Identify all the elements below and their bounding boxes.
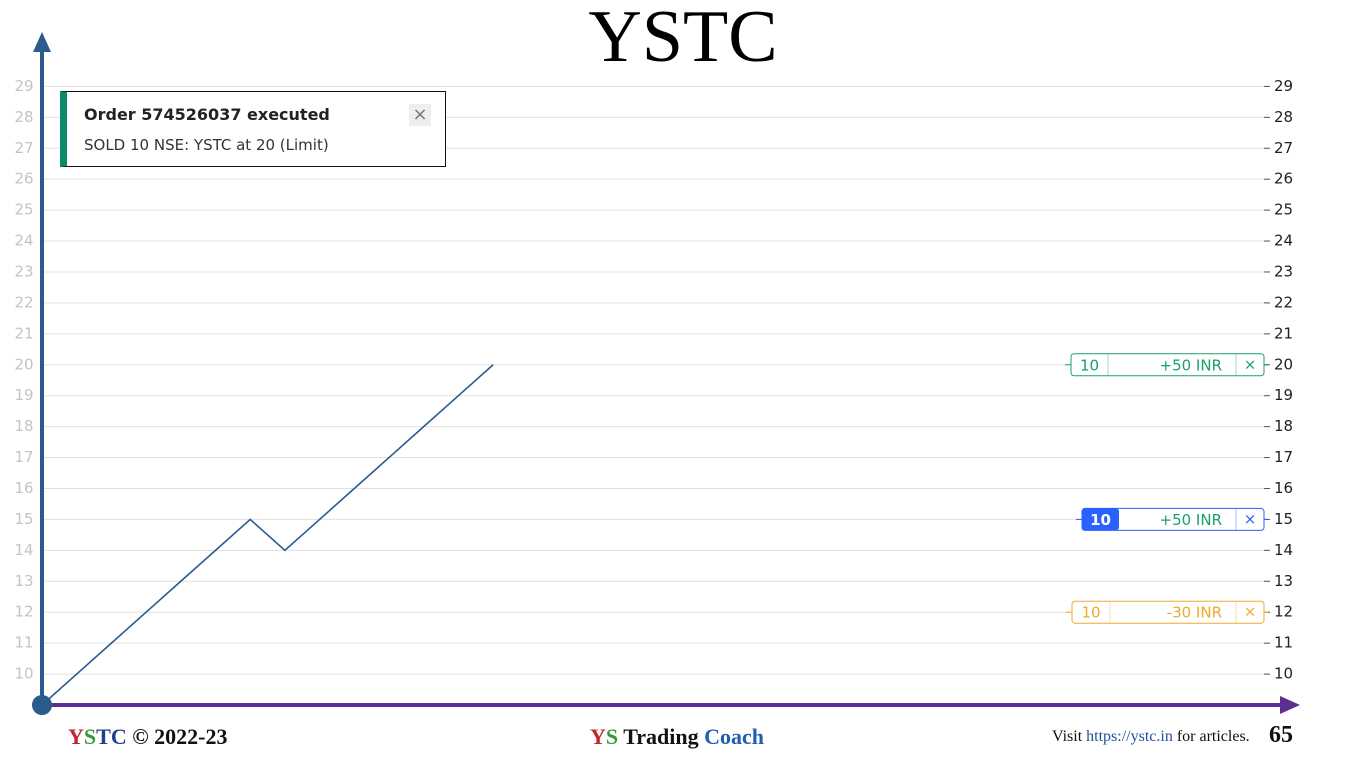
y-tick-label: 27 [1274, 139, 1293, 157]
y-tick-label: 24 [14, 232, 33, 250]
y-tick-label: 28 [1274, 108, 1293, 126]
y-tick-label: 20 [14, 355, 33, 373]
y-tick-label: 13 [14, 572, 33, 590]
brand-word: Coach [704, 724, 765, 749]
y-tick-label: 21 [1274, 324, 1293, 342]
y-tick-label: 11 [1274, 634, 1293, 652]
link[interactable]: https://ystc.in [1086, 728, 1173, 745]
tag-close[interactable]: × [1244, 603, 1257, 621]
y-tick-label: 14 [14, 541, 33, 559]
tag-box [1070, 353, 1265, 377]
y-tick-label: 27 [14, 139, 33, 157]
y-tick-label: 10 [14, 665, 33, 683]
y-tick-label: 19 [14, 386, 33, 404]
y-tick-label: 24 [1274, 232, 1293, 250]
y-tick-label: 15 [14, 510, 33, 528]
y-tick-label: 29 [14, 77, 33, 95]
tag-pnl: -30 INR [1167, 604, 1222, 622]
position-tag: 10 -30 INR × [1066, 600, 1268, 624]
y-tick-label: 16 [1274, 479, 1293, 497]
page-number: 65 [1269, 722, 1293, 748]
y-tick-label: 19 [1274, 386, 1293, 404]
toast-body: SOLD 10 NSE: YSTC at 20 (Limit) [84, 136, 329, 154]
letter: C [110, 724, 127, 749]
toast-heading: Order 574526037 executed [84, 105, 330, 124]
y-tick-label: 12 [1274, 603, 1293, 621]
y-tick-label: 21 [14, 324, 33, 342]
tag-qty-bg [1082, 508, 1119, 531]
brand-word: Trading [618, 724, 705, 749]
y-tick-label: 10 [1274, 665, 1293, 683]
copyright: YSTC © 2022-23 [68, 724, 227, 750]
y-tick-label: 22 [14, 293, 33, 311]
years: © 2022-23 [126, 724, 228, 749]
y-tick-label: 18 [14, 417, 33, 435]
letter: Y [68, 724, 84, 749]
y-tick-label: 26 [14, 170, 33, 188]
tag-box [1071, 600, 1265, 624]
y-tick-label: 14 [1274, 541, 1293, 559]
visit-text: for articles. [1172, 728, 1250, 745]
y-tick-label: 26 [1274, 170, 1293, 188]
tag-close[interactable]: × [1244, 355, 1257, 373]
y-tick-label: 23 [1274, 262, 1293, 280]
visit-text: Visit [1052, 728, 1087, 745]
y-tick-label: 29 [1274, 77, 1293, 95]
y-tick-label: 17 [1274, 448, 1293, 466]
y-tick-label: 11 [14, 634, 33, 652]
chart-title: YSTC [588, 0, 777, 78]
y-tick-label: 17 [14, 448, 33, 466]
y-tick-label: 18 [1274, 417, 1293, 435]
y-tick-label: 28 [14, 108, 33, 126]
position-tag: 10 +50 INR × [1076, 507, 1268, 531]
tag-pnl: +50 INR [1160, 511, 1223, 529]
y-tick-label: 25 [14, 201, 33, 219]
tag-quantity: 10 [1081, 604, 1100, 622]
y-tick-label: 15 [1274, 510, 1293, 528]
position-tag: 10 +50 INR × [1065, 353, 1268, 377]
y-tick-label: 25 [1274, 201, 1293, 219]
line [41, 364, 494, 706]
letter: S [83, 724, 97, 749]
y-axis-arrow [33, 32, 51, 52]
brand: YS Trading Coach [590, 724, 764, 750]
y-tick-label: 13 [1274, 572, 1293, 590]
y-tick-label: 12 [14, 603, 33, 621]
letter: T [96, 724, 111, 749]
visit: Visit https://ystc.in for articles. [1052, 728, 1250, 746]
toast: Order 574526037 executed SOLD 10 NSE: YS… [60, 91, 446, 167]
letter: S [605, 724, 619, 749]
tag-quantity: 10 [1090, 511, 1111, 529]
tag-pnl: +50 INR [1160, 356, 1223, 374]
y-tick-label: 20 [1274, 355, 1293, 373]
tag-close[interactable]: × [1244, 510, 1257, 528]
y-tick-label: 22 [1274, 293, 1293, 311]
x-axis-arrow [1280, 696, 1300, 714]
tag-quantity: 10 [1080, 356, 1099, 374]
y-tick-label: 16 [14, 479, 33, 497]
y-tick-label: 23 [14, 262, 33, 280]
toast-close[interactable]: × [409, 104, 431, 126]
letter: Y [590, 724, 606, 749]
